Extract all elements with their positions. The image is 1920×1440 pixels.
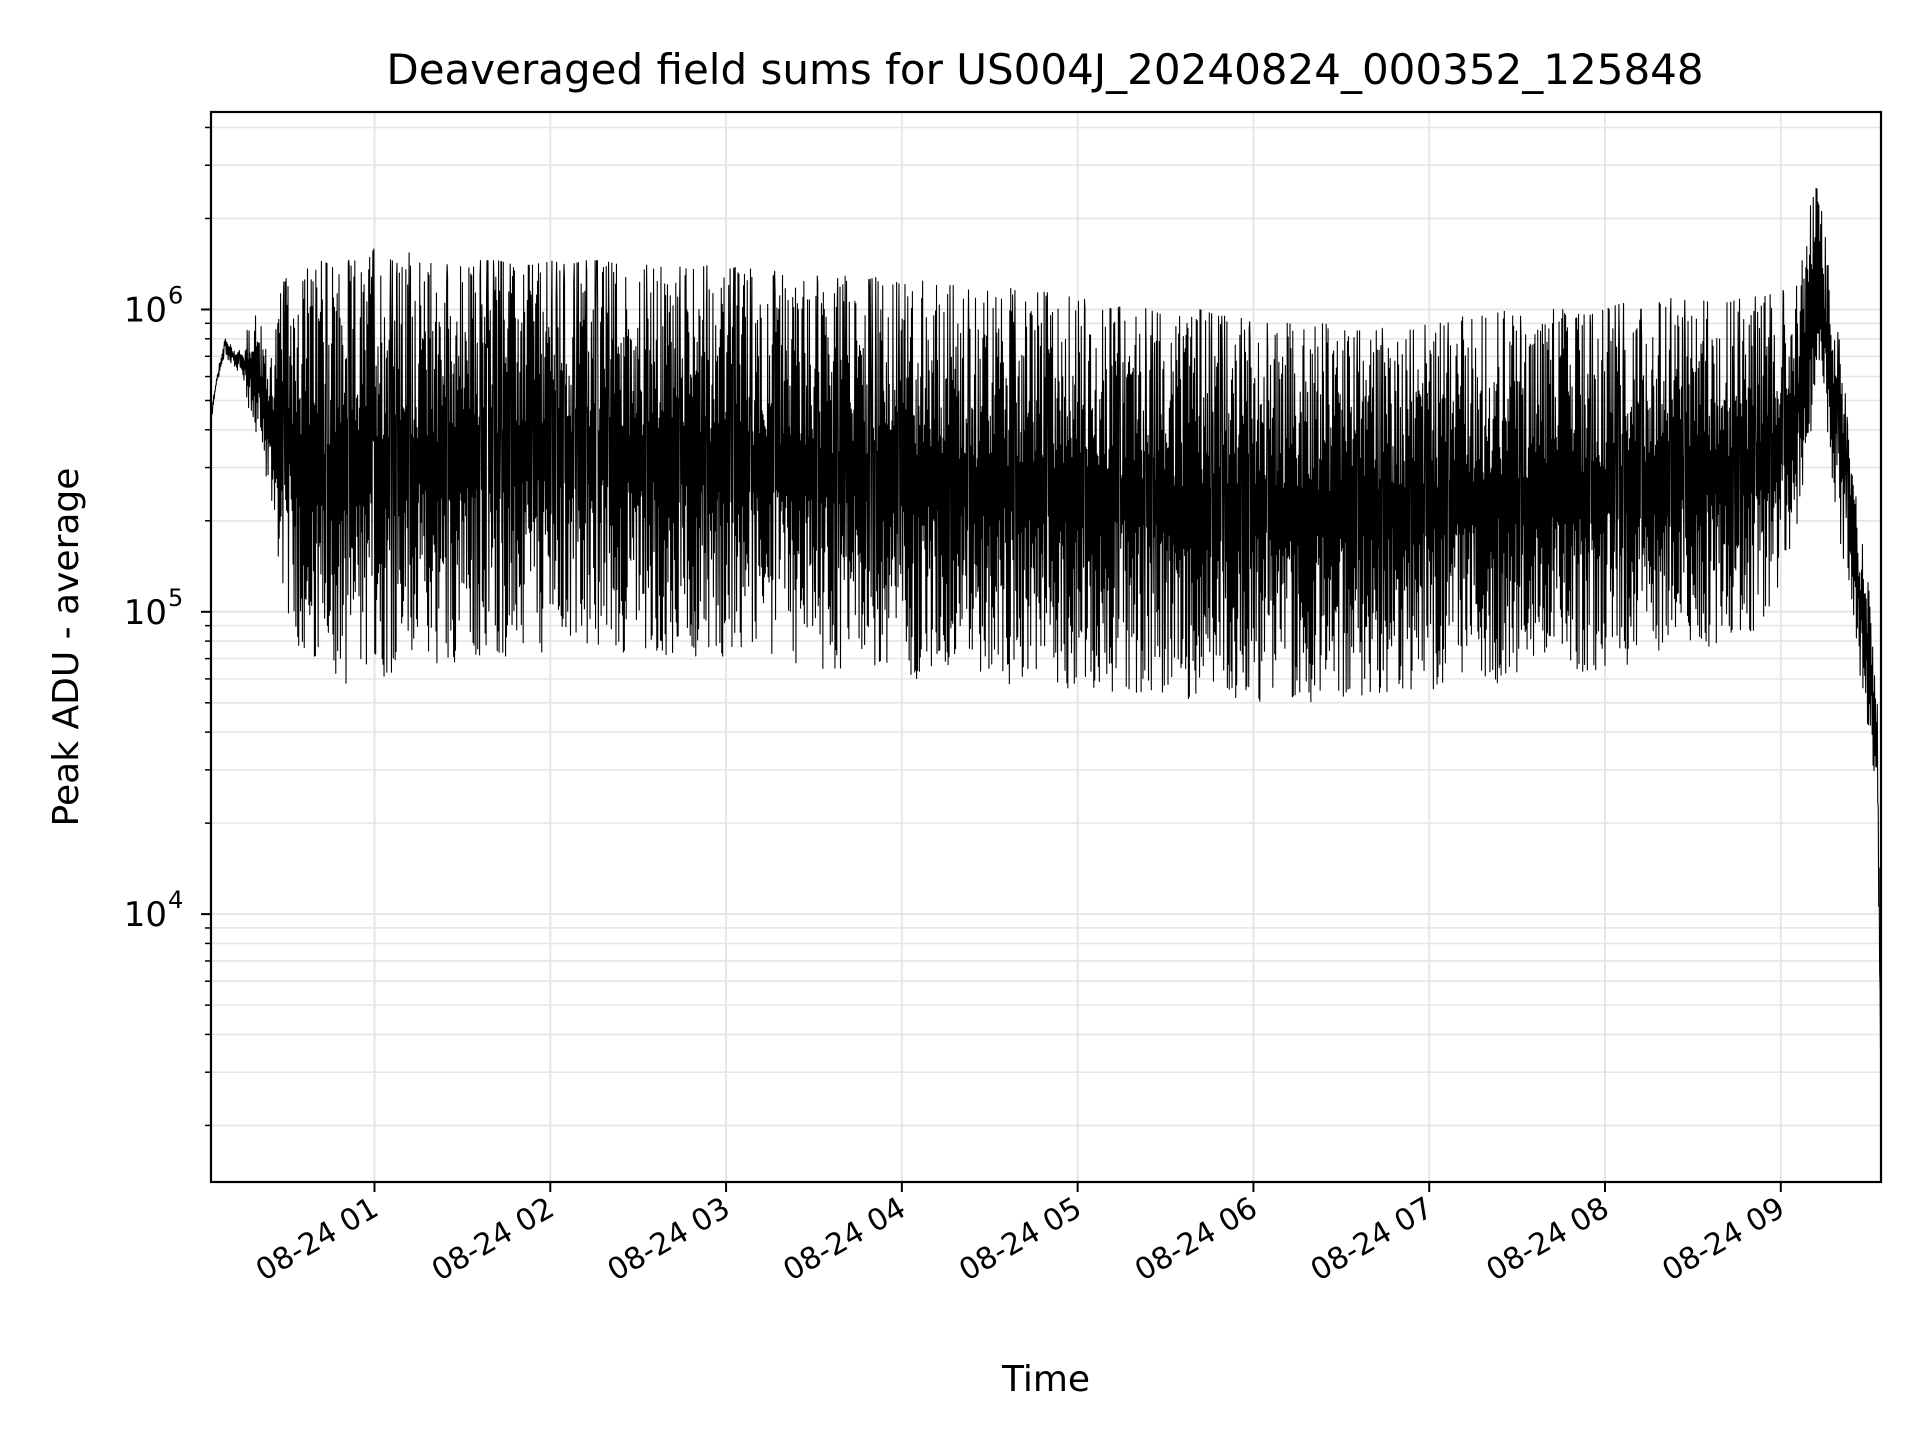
series-line [210,187,1882,1082]
plot-area-frame [209,110,1883,1184]
x-axis-label: Time [1001,1359,1090,1400]
series-layer [210,187,1882,1082]
y-tick-label: 10 [124,895,167,935]
y-tick-label: 10 [124,290,167,330]
y-tick-exponent: 4 [168,886,183,914]
y-axis-label: Peak ADU - average [46,468,87,827]
y-tick-exponent: 6 [168,281,183,309]
y-tick-exponent: 5 [168,584,183,612]
chart-title: Deaveraged field sums for US004J_2024082… [386,45,1703,94]
y-tick-label: 10 [124,593,167,633]
